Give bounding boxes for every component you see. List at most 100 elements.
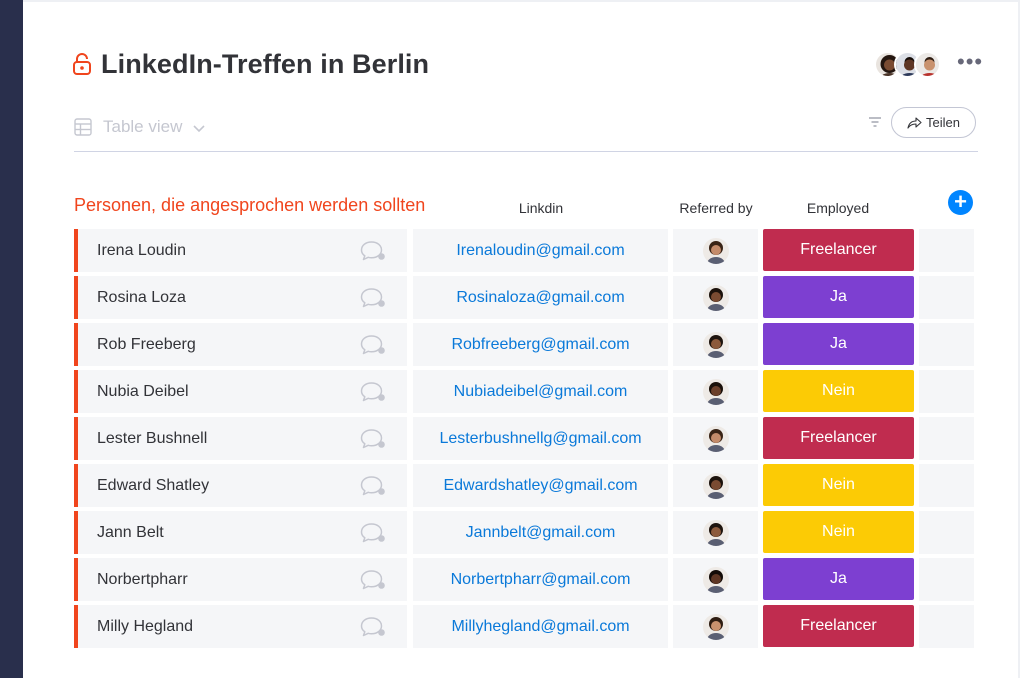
name-cell[interactable]: Milly Hegland [74, 605, 407, 648]
more-icon[interactable]: ••• [957, 49, 984, 74]
table-row[interactable]: Edward Shatley Edwardshatley@gmail.com N… [74, 464, 974, 507]
email-link[interactable]: Millyhegland@gmail.com [451, 617, 630, 635]
employed-status-badge[interactable]: Ja [763, 323, 914, 365]
chat-bubble-icon[interactable] [360, 240, 386, 262]
name-cell[interactable]: Lester Bushnell [74, 417, 407, 460]
share-arrow-icon [907, 116, 922, 129]
referred-by-cell[interactable] [673, 370, 758, 413]
name-cell[interactable]: Nubia Deibel [74, 370, 407, 413]
email-link[interactable]: Lesterbushnellg@gmail.com [439, 429, 642, 447]
email-link[interactable]: Irenaloudin@gmail.com [456, 241, 625, 259]
table-row[interactable]: Irena Loudin Irenaloudin@gmail.com Freel… [74, 229, 974, 272]
employed-status-badge[interactable]: Freelancer [763, 605, 914, 647]
email-cell[interactable]: Rosinaloza@gmail.com [413, 276, 668, 319]
referred-by-cell[interactable] [673, 276, 758, 319]
empty-cell[interactable] [919, 511, 974, 554]
chat-bubble-icon[interactable] [360, 616, 386, 638]
email-cell[interactable]: Millyhegland@gmail.com [413, 605, 668, 648]
referrer-avatar[interactable] [702, 519, 729, 546]
chat-bubble-icon[interactable] [360, 381, 386, 403]
name-cell[interactable]: Rosina Loza [74, 276, 407, 319]
email-cell[interactable]: Lesterbushnellg@gmail.com [413, 417, 668, 460]
add-column-button[interactable]: + [948, 190, 973, 215]
empty-cell[interactable] [919, 229, 974, 272]
referrer-avatar[interactable] [702, 472, 729, 499]
referred-by-cell[interactable] [673, 417, 758, 460]
referrer-avatar[interactable] [702, 425, 729, 452]
filter-icon[interactable] [868, 116, 882, 128]
email-link[interactable]: Norbertpharr@gmail.com [450, 570, 631, 588]
email-link[interactable]: Edwardshatley@gmail.com [443, 476, 638, 494]
member-avatar[interactable] [914, 51, 941, 78]
employed-status-label: Freelancer [800, 429, 877, 446]
referrer-avatar[interactable] [702, 378, 729, 405]
employed-status-label: Nein [822, 476, 855, 493]
employed-status-badge[interactable]: Nein [763, 511, 914, 553]
table-row[interactable]: Nubia Deibel Nubiadeibel@gmail.com Nein [74, 370, 974, 413]
employed-status-badge[interactable]: Nein [763, 370, 914, 412]
email-link[interactable]: Robfreeberg@gmail.com [451, 335, 630, 353]
chat-bubble-icon[interactable] [360, 522, 386, 544]
share-button[interactable]: Teilen [891, 107, 976, 138]
email-cell[interactable]: Irenaloudin@gmail.com [413, 229, 668, 272]
email-cell[interactable]: Edwardshatley@gmail.com [413, 464, 668, 507]
employed-status-badge[interactable]: Ja [763, 558, 914, 600]
empty-cell[interactable] [919, 276, 974, 319]
name-cell[interactable]: Norbertpharr [74, 558, 407, 601]
employed-status-label: Nein [822, 382, 855, 399]
table-row[interactable]: Milly Hegland Millyhegland@gmail.com Fre… [74, 605, 974, 648]
chat-bubble-icon[interactable] [360, 287, 386, 309]
name-cell[interactable]: Jann Belt [74, 511, 407, 554]
table-row[interactable]: Jann Belt Jannbelt@gmail.com Nein [74, 511, 974, 554]
table-row[interactable]: Rob Freeberg Robfreeberg@gmail.com Ja [74, 323, 974, 366]
email-link[interactable]: Rosinaloza@gmail.com [456, 288, 625, 306]
chat-bubble-icon[interactable] [360, 428, 386, 450]
table-row[interactable]: Norbertpharr Norbertpharr@gmail.com Ja [74, 558, 974, 601]
table-icon [74, 118, 92, 136]
email-cell[interactable]: Jannbelt@gmail.com [413, 511, 668, 554]
employed-status-badge[interactable]: Nein [763, 464, 914, 506]
referrer-avatar[interactable] [702, 566, 729, 593]
referrer-avatar[interactable] [702, 331, 729, 358]
referrer-avatar[interactable] [702, 237, 729, 264]
employed-status-label: Ja [830, 335, 847, 352]
table-row[interactable]: Rosina Loza Rosinaloza@gmail.com Ja [74, 276, 974, 319]
referred-by-cell[interactable] [673, 605, 758, 648]
empty-cell[interactable] [919, 605, 974, 648]
referrer-avatar[interactable] [702, 284, 729, 311]
empty-cell[interactable] [919, 464, 974, 507]
email-link[interactable]: Jannbelt@gmail.com [465, 523, 616, 541]
email-cell[interactable]: Robfreeberg@gmail.com [413, 323, 668, 366]
empty-cell[interactable] [919, 417, 974, 460]
referred-by-cell[interactable] [673, 511, 758, 554]
name-cell[interactable]: Edward Shatley [74, 464, 407, 507]
left-rail [0, 0, 23, 678]
referrer-avatar[interactable] [702, 613, 729, 640]
column-header-employed[interactable]: Employed [806, 200, 870, 216]
email-cell[interactable]: Nubiadeibel@gmail.com [413, 370, 668, 413]
empty-cell[interactable] [919, 323, 974, 366]
employed-status-badge[interactable]: Freelancer [763, 417, 914, 459]
email-cell[interactable]: Norbertpharr@gmail.com [413, 558, 668, 601]
table-row[interactable]: Lester Bushnell Lesterbushnellg@gmail.co… [74, 417, 974, 460]
group-title[interactable]: Personen, die angesprochen werden sollte… [74, 195, 426, 215]
name-cell[interactable]: Irena Loudin [74, 229, 407, 272]
referred-by-cell[interactable] [673, 323, 758, 366]
name-cell[interactable]: Rob Freeberg [74, 323, 407, 366]
employed-status-badge[interactable]: Freelancer [763, 229, 914, 271]
referred-by-cell[interactable] [673, 229, 758, 272]
referred-by-cell[interactable] [673, 464, 758, 507]
employed-status-label: Ja [830, 570, 847, 587]
board-members[interactable] [874, 51, 941, 78]
employed-status-badge[interactable]: Ja [763, 276, 914, 318]
empty-cell[interactable] [919, 370, 974, 413]
column-header-linkdin[interactable]: Linkdin [518, 200, 564, 216]
column-header-referred-by[interactable]: Referred by [679, 200, 753, 216]
email-link[interactable]: Nubiadeibel@gmail.com [453, 382, 628, 400]
empty-cell[interactable] [919, 558, 974, 601]
view-selector[interactable]: Table view [74, 115, 206, 139]
chat-bubble-icon[interactable] [360, 475, 386, 497]
chat-bubble-icon[interactable] [360, 569, 386, 591]
chat-bubble-icon[interactable] [360, 334, 386, 356]
referred-by-cell[interactable] [673, 558, 758, 601]
